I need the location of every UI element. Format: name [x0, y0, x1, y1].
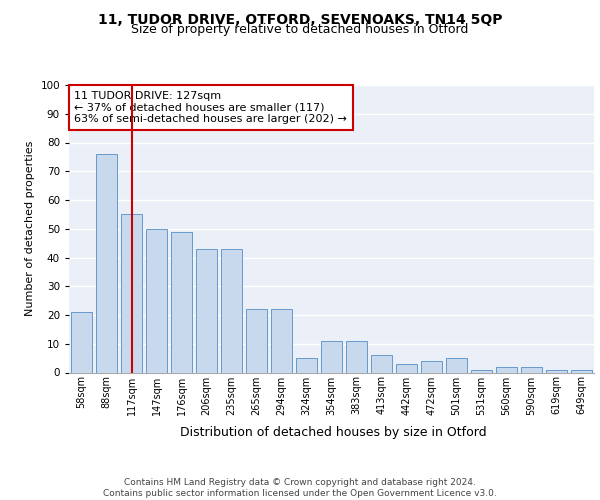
Bar [146, 229, 167, 372]
Bar [121, 214, 142, 372]
Bar [571, 370, 592, 372]
Text: Size of property relative to detached houses in Otford: Size of property relative to detached ho… [131, 22, 469, 36]
Bar [546, 370, 567, 372]
Bar [421, 361, 442, 372]
Bar [246, 309, 267, 372]
Bar [396, 364, 417, 372]
Bar [71, 312, 92, 372]
Bar [196, 249, 217, 372]
Bar [521, 367, 542, 372]
Bar [446, 358, 467, 372]
Bar [321, 341, 342, 372]
Text: 11, TUDOR DRIVE, OTFORD, SEVENOAKS, TN14 5QP: 11, TUDOR DRIVE, OTFORD, SEVENOAKS, TN14… [98, 12, 502, 26]
Bar [96, 154, 117, 372]
Bar [221, 249, 242, 372]
Bar [346, 341, 367, 372]
Y-axis label: Number of detached properties: Number of detached properties [25, 141, 35, 316]
Bar [271, 309, 292, 372]
Text: 11 TUDOR DRIVE: 127sqm
← 37% of detached houses are smaller (117)
63% of semi-de: 11 TUDOR DRIVE: 127sqm ← 37% of detached… [74, 91, 347, 124]
Bar [496, 367, 517, 372]
Text: Contains HM Land Registry data © Crown copyright and database right 2024.
Contai: Contains HM Land Registry data © Crown c… [103, 478, 497, 498]
Bar [296, 358, 317, 372]
Bar [471, 370, 492, 372]
Text: Distribution of detached houses by size in Otford: Distribution of detached houses by size … [179, 426, 487, 439]
Bar [171, 232, 192, 372]
Bar [371, 355, 392, 372]
